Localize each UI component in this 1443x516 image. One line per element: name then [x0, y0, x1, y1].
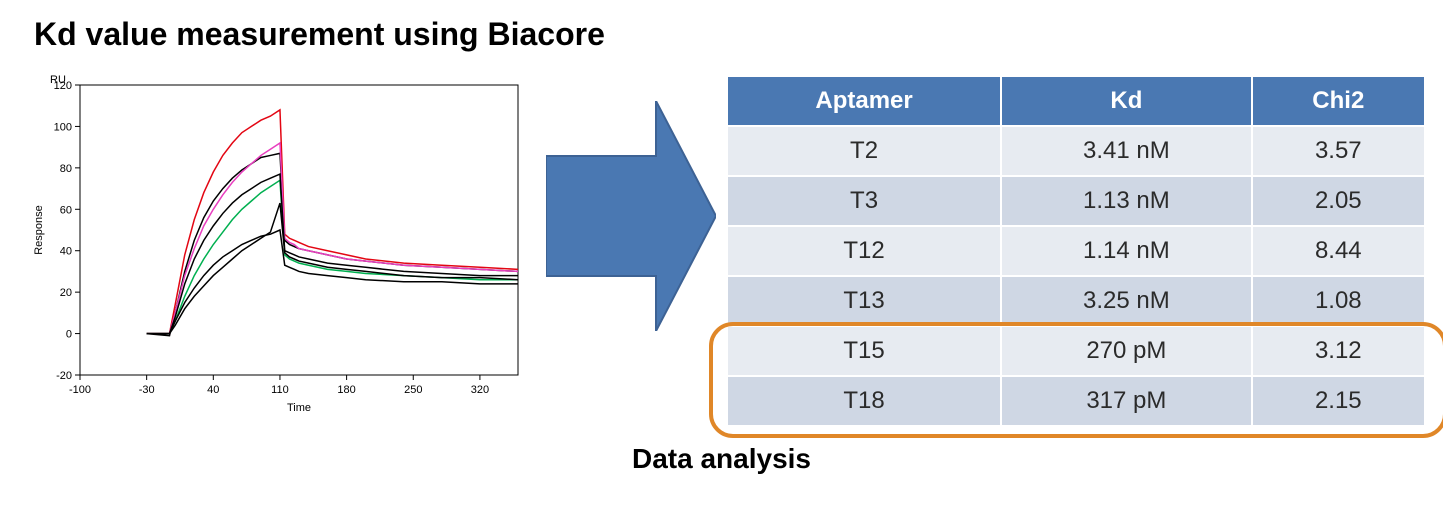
table-cell: T13 [727, 276, 1001, 326]
table-row: T18317 pM2.15 [727, 376, 1425, 426]
table-row: T23.41 nM3.57 [727, 126, 1425, 176]
kd-table: AptamerKdChi2T23.41 nM3.57T31.13 nM2.05T… [726, 75, 1426, 427]
svg-text:40: 40 [60, 246, 72, 258]
svg-text:0: 0 [66, 329, 72, 341]
svg-text:Time: Time [287, 402, 311, 414]
table-row: T121.14 nM8.44 [727, 226, 1425, 276]
svg-text:-20: -20 [56, 370, 72, 382]
table-cell: 2.05 [1252, 176, 1425, 226]
svg-text:110: 110 [271, 384, 289, 396]
table-cell: T12 [727, 226, 1001, 276]
svg-text:20: 20 [60, 287, 72, 299]
col-header: Aptamer [727, 76, 1001, 126]
table-cell: 3.25 nM [1001, 276, 1251, 326]
svg-text:60: 60 [60, 204, 72, 216]
col-header: Chi2 [1252, 76, 1425, 126]
svg-text:250: 250 [404, 384, 422, 396]
svg-text:80: 80 [60, 163, 72, 175]
table-cell: 3.57 [1252, 126, 1425, 176]
svg-text:-30: -30 [139, 384, 155, 396]
svg-text:320: 320 [471, 384, 489, 396]
table-cell: T2 [727, 126, 1001, 176]
table-cell: T15 [727, 326, 1001, 376]
svg-text:40: 40 [207, 384, 219, 396]
table-cell: 1.13 nM [1001, 176, 1251, 226]
svg-text:Response: Response [33, 205, 45, 255]
table-row: T15270 pM3.12 [727, 326, 1425, 376]
table-row: T31.13 nM2.05 [727, 176, 1425, 226]
caption: Data analysis [24, 443, 1419, 475]
chart-svg: -20020406080100120-100-3040110180250320T… [28, 67, 528, 417]
table-cell: 2.15 [1252, 376, 1425, 426]
page-title: Kd value measurement using Biacore [34, 16, 1419, 53]
table-row: T133.25 nM1.08 [727, 276, 1425, 326]
kd-table-wrap: AptamerKdChi2T23.41 nM3.57T31.13 nM2.05T… [726, 75, 1426, 427]
svg-text:-100: -100 [69, 384, 91, 396]
table-cell: 1.08 [1252, 276, 1425, 326]
table-cell: 3.41 nM [1001, 126, 1251, 176]
table-cell: 270 pM [1001, 326, 1251, 376]
table-cell: 317 pM [1001, 376, 1251, 426]
table-cell: 8.44 [1252, 226, 1425, 276]
arrow-icon [546, 101, 716, 336]
svg-text:RU: RU [50, 74, 66, 86]
table-cell: 3.12 [1252, 326, 1425, 376]
svg-text:180: 180 [337, 384, 355, 396]
svg-text:100: 100 [54, 121, 72, 133]
table-cell: T18 [727, 376, 1001, 426]
biacore-chart: -20020406080100120-100-3040110180250320T… [28, 67, 528, 417]
table-cell: T3 [727, 176, 1001, 226]
col-header: Kd [1001, 76, 1251, 126]
table-cell: 1.14 nM [1001, 226, 1251, 276]
